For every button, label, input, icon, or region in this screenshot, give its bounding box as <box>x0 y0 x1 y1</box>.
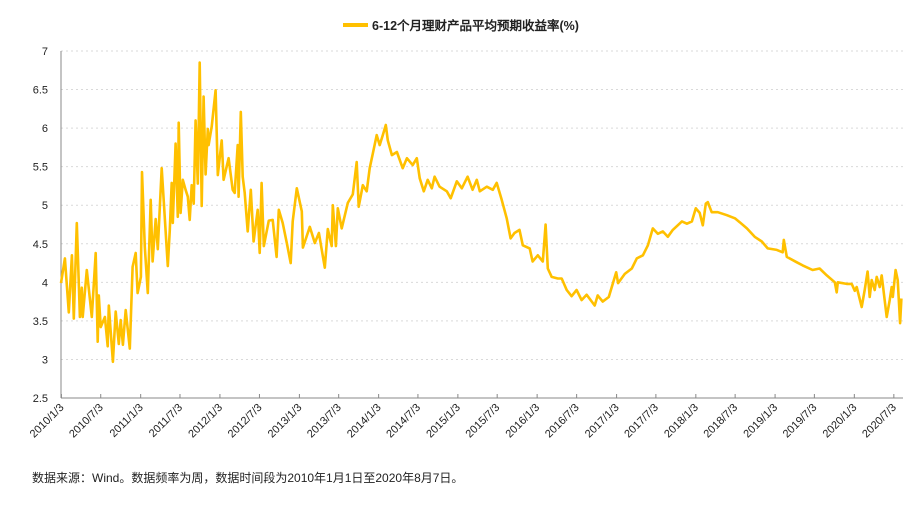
y-tick-label: 6.5 <box>33 85 48 97</box>
x-tick-label: 2020/1/3 <box>821 402 860 441</box>
y-tick-label: 4.5 <box>33 239 48 251</box>
legend-label: 6-12个月理财产品平均预期收益率(%) <box>372 18 579 33</box>
x-tick-label: 2011/7/3 <box>147 402 185 440</box>
x-tick-label: 2013/1/3 <box>266 402 305 441</box>
x-tick-label: 2015/1/3 <box>424 402 463 441</box>
x-tick-label: 2019/1/3 <box>741 402 780 441</box>
y-tick-label: 2.5 <box>33 393 48 405</box>
x-tick-label: 2014/7/3 <box>384 402 423 441</box>
x-tick-label: 2014/1/3 <box>345 402 384 441</box>
x-tick-label: 2016/1/3 <box>503 402 542 441</box>
y-tick-label: 3 <box>42 354 48 366</box>
x-tick-label: 2017/7/3 <box>622 402 661 441</box>
x-tick-label: 2020/7/3 <box>860 402 899 441</box>
x-tick-label: 2015/7/3 <box>464 402 503 441</box>
x-tick-label: 2019/7/3 <box>781 402 820 441</box>
x-tick-label: 2018/1/3 <box>662 402 701 441</box>
x-tick-label: 2010/7/3 <box>67 402 106 441</box>
legend: 6-12个月理财产品平均预期收益率(%) <box>343 18 579 33</box>
x-tick-label: 2012/7/3 <box>226 402 265 441</box>
x-tick-label: 2017/1/3 <box>583 402 622 441</box>
source-note: 数据来源：Wind。数据频率为周，数据时间段为2010年1月1日至2020年8月… <box>32 471 464 485</box>
x-tick-label: 2018/7/3 <box>701 402 740 441</box>
x-tick-label: 2010/1/3 <box>28 402 67 441</box>
x-tick-label: 2016/7/3 <box>543 402 582 441</box>
x-tick-label: 2013/7/3 <box>305 402 344 441</box>
y-tick-label: 5.5 <box>33 162 48 174</box>
y-tick-label: 4 <box>42 277 48 289</box>
x-tick-label: 2012/1/3 <box>186 402 225 441</box>
series-line-yield <box>59 61 903 364</box>
y-tick-label: 5 <box>42 200 48 212</box>
y-axis-ticks: 7 6.5 6 5.5 5 4.5 4 3.5 3 2.5 <box>33 46 48 405</box>
y-tick-label: 3.5 <box>33 316 48 328</box>
y-tick-label: 7 <box>42 46 48 58</box>
y-tick-label: 6 <box>42 123 48 135</box>
x-tick-label: 2011/1/3 <box>108 402 146 440</box>
x-axis: 2010/1/3 2010/7/3 2011/1/3 2011/7/3 2012/1/3… <box>28 394 899 440</box>
